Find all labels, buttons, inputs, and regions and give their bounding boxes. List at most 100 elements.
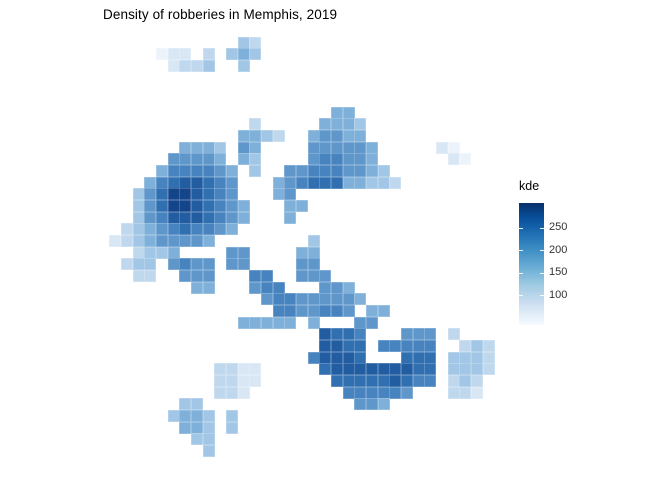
density-tile xyxy=(272,188,285,201)
density-tile xyxy=(459,363,472,376)
density-tile xyxy=(342,118,355,131)
density-tile xyxy=(214,211,227,224)
density-tile xyxy=(132,223,145,236)
density-tile xyxy=(202,258,215,271)
legend-tick-label: 200 xyxy=(549,243,568,256)
density-tile xyxy=(191,270,204,283)
density-tile xyxy=(331,176,344,189)
density-tile xyxy=(202,421,215,434)
density-tile xyxy=(447,153,460,166)
density-tile xyxy=(331,363,344,376)
density-tile xyxy=(202,410,215,423)
density-tile xyxy=(401,363,414,376)
density-tile xyxy=(354,141,367,154)
density-tile xyxy=(237,60,250,73)
density-tile xyxy=(156,188,169,201)
density-tile xyxy=(471,386,484,399)
density-tile xyxy=(179,211,192,224)
density-tile xyxy=(132,188,145,201)
density-tile xyxy=(167,60,180,73)
density-tile xyxy=(167,246,180,259)
density-tile xyxy=(214,386,227,399)
density-tile xyxy=(331,293,344,306)
density-tile xyxy=(226,363,239,376)
density-tile xyxy=(459,386,472,399)
density-tile xyxy=(202,176,215,189)
density-tile xyxy=(132,258,145,271)
density-tile xyxy=(342,106,355,119)
density-tile xyxy=(331,118,344,131)
density-tile xyxy=(319,176,332,189)
density-tile xyxy=(226,188,239,201)
density-tile xyxy=(132,270,145,283)
legend-tick-mark xyxy=(519,272,523,274)
legend-tick-mark xyxy=(540,250,544,251)
density-tile xyxy=(401,351,414,364)
density-tile xyxy=(202,445,215,458)
legend: kde 250 200 150 100 xyxy=(519,179,669,339)
density-tile xyxy=(191,235,204,248)
density-tile xyxy=(226,200,239,213)
density-tile xyxy=(331,165,344,178)
density-tile xyxy=(214,200,227,213)
density-tile xyxy=(307,351,320,364)
density-tile xyxy=(214,141,227,154)
density-tile xyxy=(307,130,320,143)
density-tile xyxy=(167,410,180,423)
density-tile xyxy=(284,211,297,224)
density-tile xyxy=(156,246,169,259)
density-tile xyxy=(179,270,192,283)
density-tile xyxy=(179,48,192,61)
legend-tick-label: 100 xyxy=(549,288,568,301)
density-tile xyxy=(156,211,169,224)
density-tile xyxy=(249,270,262,283)
legend-title: kde xyxy=(519,179,540,193)
density-tile xyxy=(191,398,204,411)
density-tile xyxy=(214,188,227,201)
density-tile xyxy=(331,153,344,166)
density-tile xyxy=(354,328,367,341)
density-tile xyxy=(307,176,320,189)
density-tile xyxy=(354,363,367,376)
density-tile xyxy=(226,258,239,271)
density-tile xyxy=(284,305,297,318)
density-tile xyxy=(272,316,285,329)
density-tile xyxy=(366,316,379,329)
density-tile xyxy=(412,351,425,364)
density-tile xyxy=(121,223,134,236)
density-tile xyxy=(307,258,320,271)
density-tile xyxy=(354,165,367,178)
density-tile xyxy=(144,211,157,224)
density-tile xyxy=(366,386,379,399)
density-tile xyxy=(214,153,227,166)
density-tile xyxy=(401,340,414,353)
density-tile xyxy=(237,363,250,376)
density-tile xyxy=(307,270,320,283)
density-tile xyxy=(459,375,472,388)
density-tile xyxy=(202,200,215,213)
density-tile xyxy=(179,60,192,73)
density-tile xyxy=(226,386,239,399)
density-tile xyxy=(191,153,204,166)
density-tile xyxy=(144,258,157,271)
density-tile xyxy=(331,130,344,143)
density-tile xyxy=(202,48,215,61)
density-tile xyxy=(331,351,344,364)
density-tile xyxy=(191,176,204,189)
density-tile xyxy=(249,48,262,61)
density-tile xyxy=(202,188,215,201)
density-tile xyxy=(179,410,192,423)
density-tile xyxy=(377,305,390,318)
density-tile xyxy=(132,211,145,224)
density-tile xyxy=(354,375,367,388)
density-tile xyxy=(226,165,239,178)
density-tile xyxy=(191,165,204,178)
density-tile xyxy=(202,165,215,178)
density-tile xyxy=(191,421,204,434)
density-tile xyxy=(261,270,274,283)
density-tile xyxy=(319,363,332,376)
density-tile xyxy=(412,328,425,341)
density-tile xyxy=(202,153,215,166)
density-tile xyxy=(191,60,204,73)
density-tile xyxy=(319,130,332,143)
